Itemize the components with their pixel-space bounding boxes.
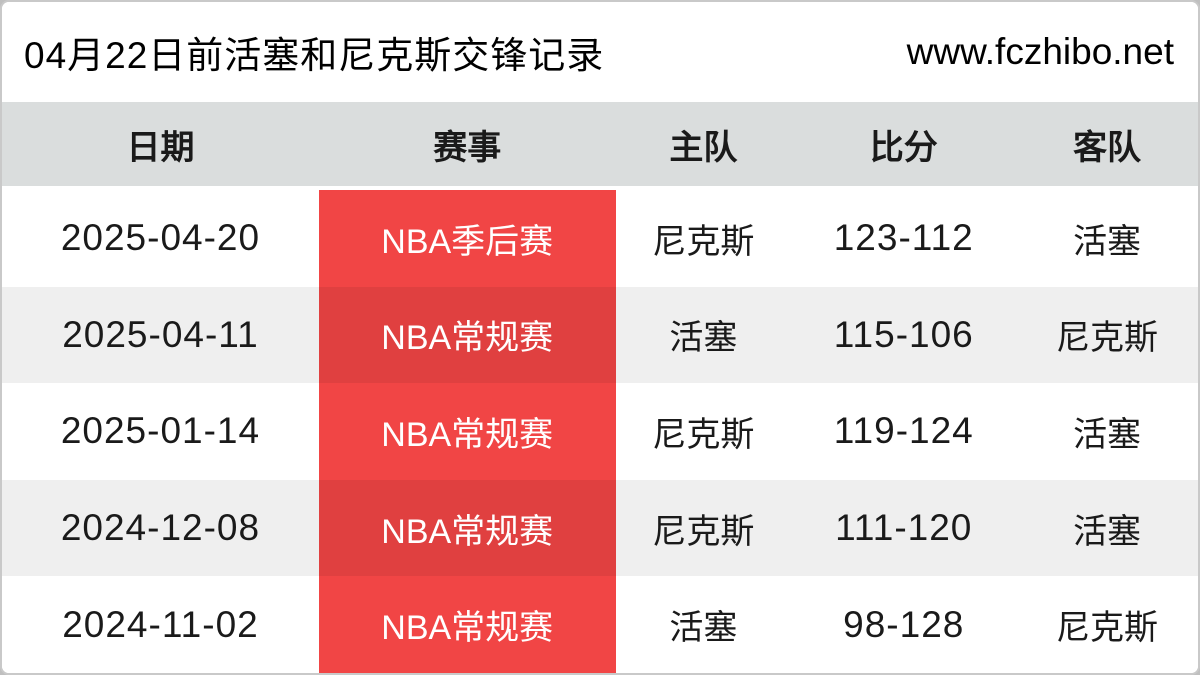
- home-team: 尼克斯: [652, 415, 755, 454]
- table-row: 2025-04-11 NBA常规赛 活塞 115-106 尼克斯: [2, 286, 1198, 384]
- away-team: 尼克斯: [1056, 609, 1159, 648]
- match-date: 2025-01-14: [60, 410, 261, 452]
- header-date: 日期: [126, 128, 195, 167]
- table-body: 2025-04-20 NBA季后赛 尼克斯 123-112 活塞 2025-04…: [2, 190, 1198, 673]
- header-event: 赛事: [433, 128, 502, 167]
- match-date: 2025-04-20: [60, 217, 261, 259]
- table-row: 2024-11-02 NBA常规赛 活塞 98-128 尼克斯: [2, 576, 1198, 673]
- match-event: NBA常规赛: [318, 479, 616, 577]
- table-header-row: 日期 赛事 主队 比分 客队: [2, 102, 1198, 190]
- match-event: NBA季后赛: [318, 190, 616, 287]
- table-row: 2024-12-08 NBA常规赛 尼克斯 111-120 活塞: [2, 479, 1198, 577]
- page-title: 04月22日前活塞和尼克斯交锋记录: [24, 35, 605, 76]
- home-team: 活塞: [669, 319, 738, 358]
- match-date: 2024-11-02: [62, 603, 259, 645]
- away-team: 活塞: [1073, 512, 1142, 551]
- header-home: 主队: [669, 128, 738, 167]
- match-score: 111-120: [835, 507, 973, 549]
- match-event: NBA常规赛: [318, 576, 616, 673]
- match-score: 123-112: [833, 217, 974, 259]
- home-team: 尼克斯: [652, 512, 755, 551]
- table-row: 2025-01-14 NBA常规赛 尼克斯 119-124 活塞: [2, 383, 1198, 480]
- match-score: 115-106: [833, 313, 974, 355]
- match-event: NBA常规赛: [318, 286, 616, 384]
- home-team: 活塞: [669, 609, 738, 648]
- match-score: 119-124: [833, 410, 974, 452]
- top-bar: 04月22日前活塞和尼克斯交锋记录 www.fczhibo.net: [2, 2, 1198, 102]
- header-away: 客队: [1073, 128, 1142, 167]
- header-score: 比分: [869, 128, 938, 167]
- away-team: 活塞: [1073, 415, 1142, 454]
- home-team: 尼克斯: [652, 222, 755, 261]
- table-row: 2025-04-20 NBA季后赛 尼克斯 123-112 活塞: [2, 190, 1198, 287]
- match-date: 2024-12-08: [60, 507, 261, 549]
- website-url: www.fczhibo.net: [906, 31, 1174, 72]
- match-score: 98-128: [843, 603, 965, 645]
- away-team: 尼克斯: [1056, 319, 1159, 358]
- match-event: NBA常规赛: [318, 383, 616, 480]
- away-team: 活塞: [1073, 222, 1142, 261]
- match-date: 2025-04-11: [62, 313, 259, 355]
